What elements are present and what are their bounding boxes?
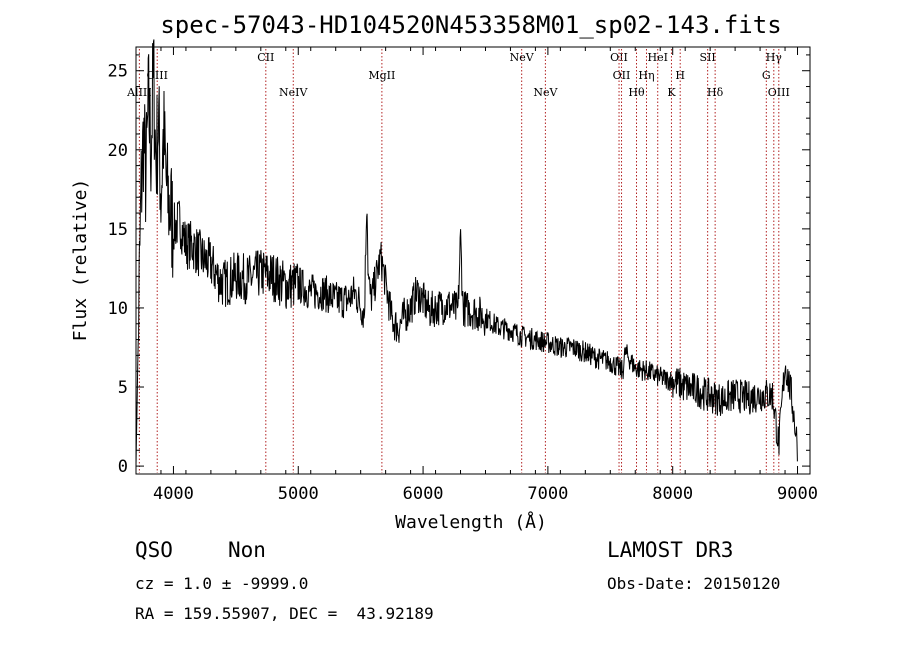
y-tick-label: 10 [108, 299, 128, 319]
x-tick-label: 5000 [278, 484, 319, 504]
y-tick-label: 25 [108, 62, 128, 82]
emission-line-label: HeI [647, 51, 667, 64]
y-axis-ticks: 0 5 10 15 20 25 [108, 54, 810, 477]
emission-line-label: K [667, 86, 676, 99]
object-class: QSO [135, 538, 173, 562]
emission-line-label: NeV [510, 51, 535, 64]
emission-line-label: AlIII [126, 86, 152, 99]
emission-line-label: NeV [533, 86, 558, 99]
y-tick-label: 20 [108, 141, 128, 161]
emission-line-label: NeIV [279, 86, 308, 99]
x-axis-ticks: 4000 5000 6000 7000 8000 9000 [135, 47, 818, 504]
y-axis-label: Flux (relative) [70, 179, 91, 342]
x-axis-label: Wavelength (Å) [395, 511, 547, 533]
y-tick-label: 0 [118, 457, 128, 477]
coordinates: RA = 159.55907, DEC = 43.92189 [135, 604, 434, 623]
emission-line-label: CII [257, 51, 274, 64]
emission-line-label: OII [613, 69, 631, 82]
emission-line-label: CIII [146, 69, 167, 82]
emission-line-label: Hη [638, 69, 654, 82]
y-tick-label: 15 [108, 220, 128, 240]
emission-line-label: OIII [768, 86, 790, 99]
chart-title: spec-57043-HD104520N453358M01_sp02-143.f… [160, 11, 781, 39]
y-tick-label: 5 [118, 378, 128, 398]
emission-line-label: OII [610, 51, 628, 64]
observation-date: Obs-Date: 20150120 [607, 574, 781, 593]
x-tick-label: 9000 [777, 484, 818, 504]
emission-line-label: Hγ [766, 51, 783, 64]
emission-line-label: Hδ [707, 86, 724, 99]
object-subclass: Non [228, 538, 266, 562]
redshift-value: cz = 1.0 ± -9999.0 [135, 574, 309, 593]
x-tick-label: 7000 [527, 484, 568, 504]
emission-line-label: MgII [368, 69, 395, 82]
emission-line-label: SII [700, 51, 716, 64]
x-tick-label: 4000 [153, 484, 194, 504]
emission-line-label: G [762, 69, 771, 82]
spectrum-line [135, 39, 798, 467]
emission-line-label: H [675, 69, 685, 82]
emission-line-label: Hθ [628, 86, 645, 99]
emission-line-markers: AlIII CIII CII NeIV MgII NeV NeV OII OII Hθ Hη HeI K… [126, 49, 790, 473]
x-tick-label: 8000 [652, 484, 693, 504]
x-tick-label: 6000 [403, 484, 444, 504]
survey-name: LAMOST DR3 [607, 538, 734, 562]
